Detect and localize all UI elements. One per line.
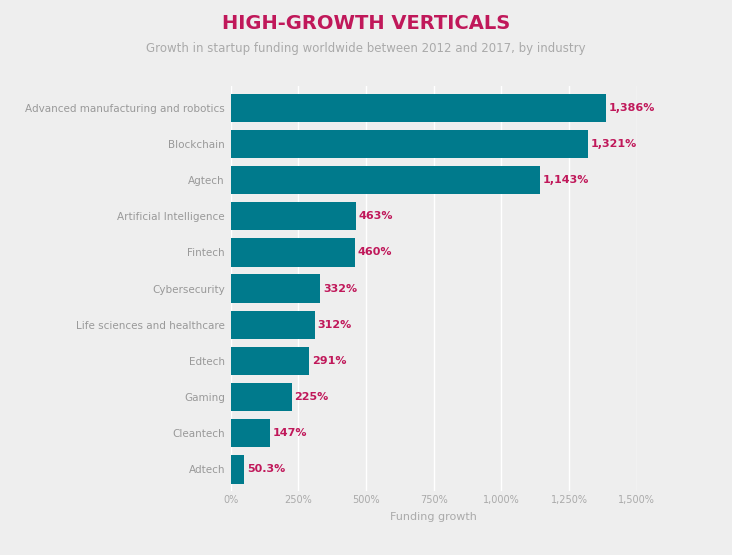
Text: 460%: 460% — [358, 248, 392, 258]
X-axis label: Funding growth: Funding growth — [390, 512, 477, 522]
Text: 147%: 147% — [273, 428, 307, 438]
Text: Growth in startup funding worldwide between 2012 and 2017, by industry: Growth in startup funding worldwide betw… — [146, 42, 586, 54]
Text: HIGH-GROWTH VERTICALS: HIGH-GROWTH VERTICALS — [222, 14, 510, 33]
Bar — [231, 202, 356, 230]
Bar — [231, 347, 310, 375]
Bar — [231, 166, 540, 194]
Bar — [231, 130, 589, 158]
Text: 1,386%: 1,386% — [609, 103, 655, 113]
Text: 1,143%: 1,143% — [543, 175, 589, 185]
Text: 291%: 291% — [312, 356, 347, 366]
Text: 312%: 312% — [318, 320, 352, 330]
Bar — [231, 383, 291, 411]
Text: 225%: 225% — [294, 392, 329, 402]
Bar — [231, 275, 321, 302]
Bar — [231, 455, 244, 483]
Text: 332%: 332% — [324, 284, 357, 294]
Text: 1,321%: 1,321% — [591, 139, 638, 149]
Bar — [231, 238, 355, 266]
Bar — [231, 419, 270, 447]
Text: 50.3%: 50.3% — [247, 465, 285, 475]
Bar — [231, 311, 315, 339]
Bar — [231, 94, 606, 122]
Text: 463%: 463% — [359, 211, 393, 221]
